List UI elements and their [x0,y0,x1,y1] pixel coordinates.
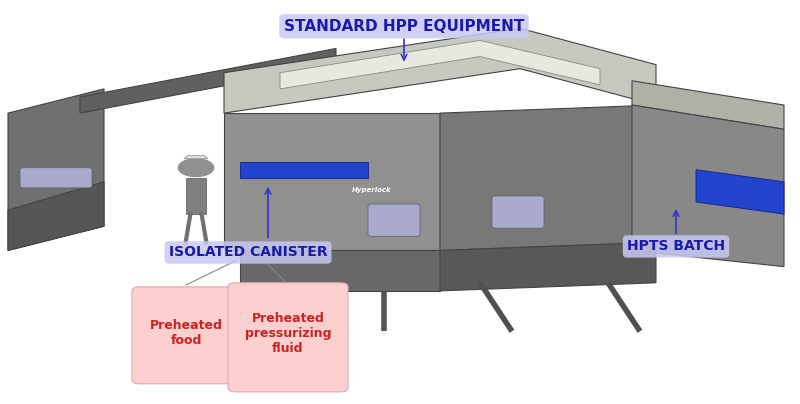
Polygon shape [224,28,656,113]
Text: Hyperlock: Hyperlock [352,187,392,193]
Polygon shape [8,182,104,250]
Text: HPTS BATCH: HPTS BATCH [627,240,725,253]
Polygon shape [696,170,784,214]
FancyBboxPatch shape [368,204,420,236]
Text: STANDARD HPP EQUIPMENT: STANDARD HPP EQUIPMENT [284,19,524,34]
FancyBboxPatch shape [20,168,92,188]
Polygon shape [632,81,784,129]
Polygon shape [240,250,440,291]
FancyBboxPatch shape [132,287,240,384]
Polygon shape [80,48,336,113]
Polygon shape [440,105,656,250]
Text: ISOLATED CANISTER: ISOLATED CANISTER [169,246,327,259]
Polygon shape [240,162,368,178]
Polygon shape [632,105,784,267]
Polygon shape [184,156,208,159]
Polygon shape [280,40,600,89]
FancyBboxPatch shape [492,196,544,228]
Text: Preheated
pressurizing
fluid: Preheated pressurizing fluid [245,312,331,355]
Polygon shape [8,89,104,250]
Polygon shape [440,242,656,291]
Polygon shape [224,113,440,250]
FancyBboxPatch shape [228,283,348,392]
Text: Preheated
food: Preheated food [150,319,223,347]
Polygon shape [186,178,206,214]
Circle shape [178,159,214,177]
